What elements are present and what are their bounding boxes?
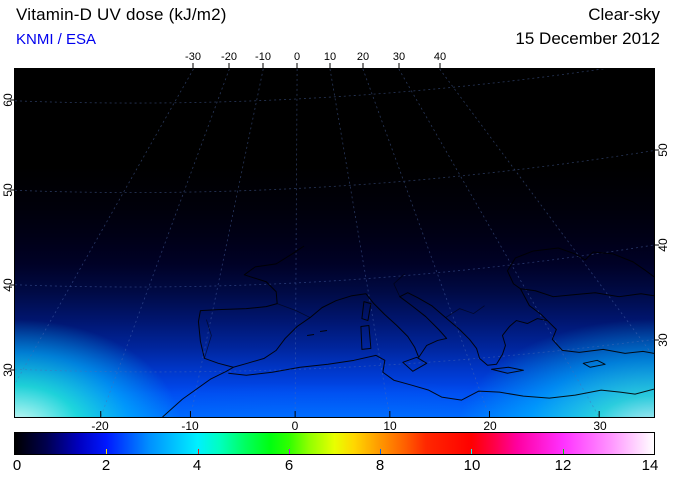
- colorbar-tick-label: 8: [375, 457, 385, 474]
- source-credit: KNMI / ESA: [16, 31, 97, 48]
- y-tick-right: 50: [656, 143, 670, 157]
- map-panel: [14, 68, 655, 418]
- islands: [307, 301, 606, 374]
- condition-label: Clear-sky: [588, 5, 660, 24]
- x-tick-bottom: -20: [91, 419, 109, 433]
- y-tick-left: 40: [1, 278, 15, 292]
- x-tick-top: 10: [323, 51, 337, 63]
- colorbar-tick-label: 12: [554, 457, 572, 474]
- colorbar-tick-mark: [471, 449, 473, 454]
- colorbar-tick-mark: [197, 449, 199, 454]
- colorbar-tick-label: 0: [12, 457, 22, 474]
- colorbar-tick-label: 4: [192, 457, 202, 474]
- x-tick-bottom: 20: [483, 419, 497, 433]
- x-tick-bottom: 30: [593, 419, 607, 433]
- colorbar-tick-label: 10: [463, 457, 481, 474]
- graticule: [15, 69, 654, 417]
- x-tick-top: 20: [356, 51, 370, 63]
- colorbar-tick-mark: [106, 449, 108, 454]
- x-tick-bottom: 0: [291, 419, 299, 433]
- uv-dose-heatmap: [15, 69, 654, 417]
- coastlines: [162, 245, 654, 417]
- date-label: 15 December 2012: [515, 29, 660, 48]
- y-tick-left: 60: [1, 93, 15, 107]
- x-tick-top: 30: [392, 51, 406, 63]
- country-borders: [204, 273, 485, 359]
- x-tick-top: -30: [185, 51, 201, 63]
- colorbar-tick-mark: [562, 449, 564, 454]
- y-tick-right: 30: [656, 333, 670, 347]
- colorbar-tick-label: 14: [641, 457, 659, 474]
- x-tick-top: -20: [221, 51, 237, 63]
- colorbar-tick-mark: [380, 449, 382, 454]
- bottom-axis-tick-marks: [100, 411, 600, 417]
- y-tick-left: 50: [1, 183, 15, 197]
- colorbar: [14, 432, 655, 455]
- map-overlay: [15, 69, 654, 417]
- x-tick-top: 40: [433, 51, 447, 63]
- colorbar-tick-mark: [288, 449, 290, 454]
- x-tick-top: -10: [255, 51, 271, 63]
- x-tick-top: 0: [293, 51, 301, 63]
- x-tick-bottom: -10: [181, 419, 199, 433]
- y-tick-left: 30: [1, 363, 15, 377]
- colorbar-tick-label: 6: [284, 457, 294, 474]
- x-tick-bottom: 10: [383, 419, 397, 433]
- colorbar-tick-label: 2: [101, 457, 111, 474]
- y-tick-right: 40: [656, 238, 670, 252]
- page-title: Vitamin-D UV dose (kJ/m2): [16, 5, 227, 24]
